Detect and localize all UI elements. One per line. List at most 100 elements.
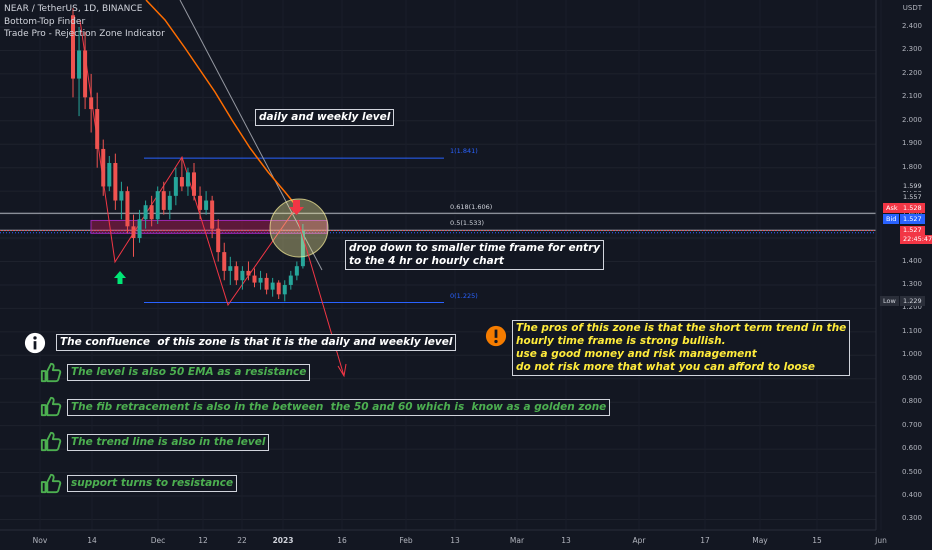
candle-body — [101, 148, 106, 187]
y-tick-label: 0.600 — [901, 444, 922, 453]
note-ema[interactable]: The level is also 50 EMA as a resistance — [67, 364, 311, 381]
x-tick-label: Dec — [150, 536, 166, 545]
thumbs-up-icon — [40, 431, 62, 452]
candle-body — [204, 200, 209, 210]
x-tick-label: 17 — [700, 536, 710, 545]
y-tick-label: 1.200 — [901, 303, 922, 312]
candle-body — [185, 172, 190, 187]
bar-countdown: 22:45:47 — [900, 235, 932, 244]
y-tick-label: 2.300 — [901, 45, 922, 54]
candle-body — [161, 191, 166, 210]
fib-label-0: 0(1.225) — [450, 292, 478, 300]
candle-body — [234, 266, 239, 281]
candle-body — [77, 50, 82, 79]
sell-arrow-icon — [289, 200, 304, 215]
y-tick-label: 1.600 — [902, 210, 922, 218]
candle-body — [252, 275, 257, 283]
candle-body — [71, 15, 75, 79]
y-tick-label: 1.100 — [901, 326, 922, 335]
candle-body — [179, 177, 184, 187]
y-tick-label: 0.800 — [901, 397, 922, 406]
thumbs-up-icon — [40, 473, 62, 494]
candle-body — [192, 172, 196, 196]
low-tag: Low — [880, 296, 899, 306]
candle-body — [198, 195, 203, 210]
focus-circle — [269, 198, 329, 258]
candle-body — [282, 284, 287, 295]
candle-body — [222, 252, 227, 271]
candle-body — [155, 191, 160, 220]
note-fib-zone[interactable]: The fib retracement is also in the betwe… — [67, 399, 611, 416]
warning-icon — [485, 325, 507, 347]
bid-tag: Bid — [883, 214, 900, 224]
fib-label-05: 0.5(1.533) — [450, 219, 485, 227]
symbol-title[interactable]: NEAR / TetherUS, 1D, BINANCE — [4, 4, 143, 14]
price-axis-separator — [0, 0, 877, 531]
rejection-zone — [90, 219, 328, 234]
y-tick-label: 1.400 — [901, 256, 922, 265]
y-tick-label: 1.000 — [901, 350, 922, 359]
currency-label: USDT — [902, 4, 922, 12]
note-trendline[interactable]: The trend line is also in the level — [67, 434, 270, 451]
y-tick-label: 1.300 — [901, 279, 922, 288]
y-tick-label: 2.100 — [901, 92, 922, 101]
y-tick-label: 2.200 — [901, 68, 922, 77]
candle-body — [264, 277, 269, 290]
x-tick-label: 22 — [237, 536, 247, 545]
price-label-1599: 1.599 — [900, 181, 925, 191]
note-support[interactable]: support turns to resistance — [67, 475, 238, 492]
x-tick-label: Jun — [875, 536, 887, 545]
candle-body — [276, 282, 281, 295]
candle-body — [83, 50, 88, 98]
indicator-bottom-top-finder[interactable]: Bottom-Top Finder — [4, 17, 86, 27]
trend-line — [179, 0, 323, 271]
low-value: 1.229 — [900, 296, 925, 306]
candle-body — [131, 226, 136, 239]
price-label-1557: 1.557 — [900, 192, 925, 202]
candle-body — [89, 97, 94, 110]
ask-tag: Ask — [883, 203, 901, 213]
x-tick-label: 12 — [198, 536, 208, 545]
fib-label-0618: 0.618(1.606) — [450, 203, 493, 211]
x-tick-label: Apr — [632, 536, 646, 545]
candle-body — [149, 205, 154, 220]
x-tick-label: 14 — [87, 536, 97, 545]
candle-body — [113, 163, 118, 201]
candle-body — [228, 266, 233, 271]
note-drop-down[interactable]: drop down to smaller time frame for entr… — [345, 240, 605, 270]
y-tick-label: 0.500 — [901, 467, 922, 476]
last-price-label: 1.527 — [900, 226, 925, 235]
candle-body — [95, 109, 100, 149]
x-tick-label: Feb — [399, 536, 413, 545]
candle-body — [270, 282, 275, 290]
bid-value: 1.527 — [900, 214, 925, 224]
y-tick-label: 2.000 — [901, 115, 922, 124]
x-tick-label: 13 — [561, 536, 571, 545]
x-tick-label: 13 — [450, 536, 460, 545]
candle-body — [258, 277, 263, 283]
note-confluence[interactable]: The confluence of this zone is that it i… — [56, 334, 457, 351]
x-tick-label: Mar — [509, 536, 525, 545]
note-daily-weekly[interactable]: daily and weekly level — [255, 109, 395, 126]
candles — [71, 8, 305, 302]
candle-body — [246, 270, 251, 276]
x-tick-label: May — [752, 536, 768, 545]
candle-body — [300, 231, 305, 267]
info-icon — [24, 332, 46, 354]
ask-value: 1.528 — [900, 203, 925, 213]
x-tick-label: Nov — [32, 536, 48, 545]
projection-arrow — [297, 219, 347, 378]
candle-body — [210, 200, 215, 229]
y-tick-label: 1.900 — [901, 139, 922, 148]
y-tick-label: 0.900 — [901, 373, 922, 382]
fib-label-1: 1(1.841) — [450, 147, 478, 155]
candle-body — [143, 205, 148, 220]
thumbs-up-icon — [40, 362, 62, 383]
candle-body — [107, 163, 112, 187]
indicator-rejection-zone[interactable]: Trade Pro - Rejection Zone Indicator — [4, 29, 165, 39]
x-tick-label: 15 — [812, 536, 822, 545]
candle-body — [167, 195, 172, 210]
y-tick-label: 1.800 — [901, 162, 922, 171]
note-pros[interactable]: The pros of this zone is that the short … — [512, 320, 851, 376]
